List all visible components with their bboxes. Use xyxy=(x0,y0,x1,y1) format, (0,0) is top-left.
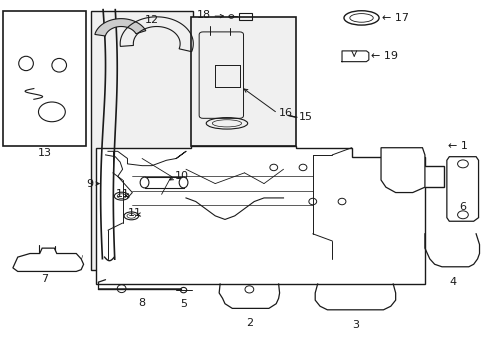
Text: 11: 11 xyxy=(128,208,142,219)
Text: 16: 16 xyxy=(278,108,292,118)
Text: 3: 3 xyxy=(351,320,359,330)
Text: 8: 8 xyxy=(138,298,145,309)
Bar xyxy=(238,13,252,21)
Text: 14: 14 xyxy=(15,40,29,49)
Text: 18: 18 xyxy=(197,10,211,20)
Text: ← 17: ← 17 xyxy=(381,13,408,23)
Polygon shape xyxy=(95,19,145,36)
Text: 11: 11 xyxy=(116,189,130,199)
Ellipse shape xyxy=(140,177,149,188)
Ellipse shape xyxy=(179,177,187,188)
Text: 6: 6 xyxy=(459,202,466,212)
Text: 4: 4 xyxy=(448,277,456,287)
Polygon shape xyxy=(13,248,83,271)
Text: 5: 5 xyxy=(180,299,187,309)
Text: 10: 10 xyxy=(175,171,189,181)
Text: 9: 9 xyxy=(86,179,93,189)
Bar xyxy=(91,12,193,270)
Text: 2: 2 xyxy=(245,318,252,328)
Bar xyxy=(3,12,86,146)
Polygon shape xyxy=(446,157,478,221)
Polygon shape xyxy=(96,146,444,284)
Text: 13: 13 xyxy=(38,148,51,158)
Text: ← 19: ← 19 xyxy=(370,51,397,61)
Text: 12: 12 xyxy=(144,15,158,26)
Text: 15: 15 xyxy=(299,112,312,122)
Bar xyxy=(190,17,295,146)
Text: 7: 7 xyxy=(41,274,48,284)
Text: ← 1: ← 1 xyxy=(447,141,467,151)
Polygon shape xyxy=(380,148,424,193)
